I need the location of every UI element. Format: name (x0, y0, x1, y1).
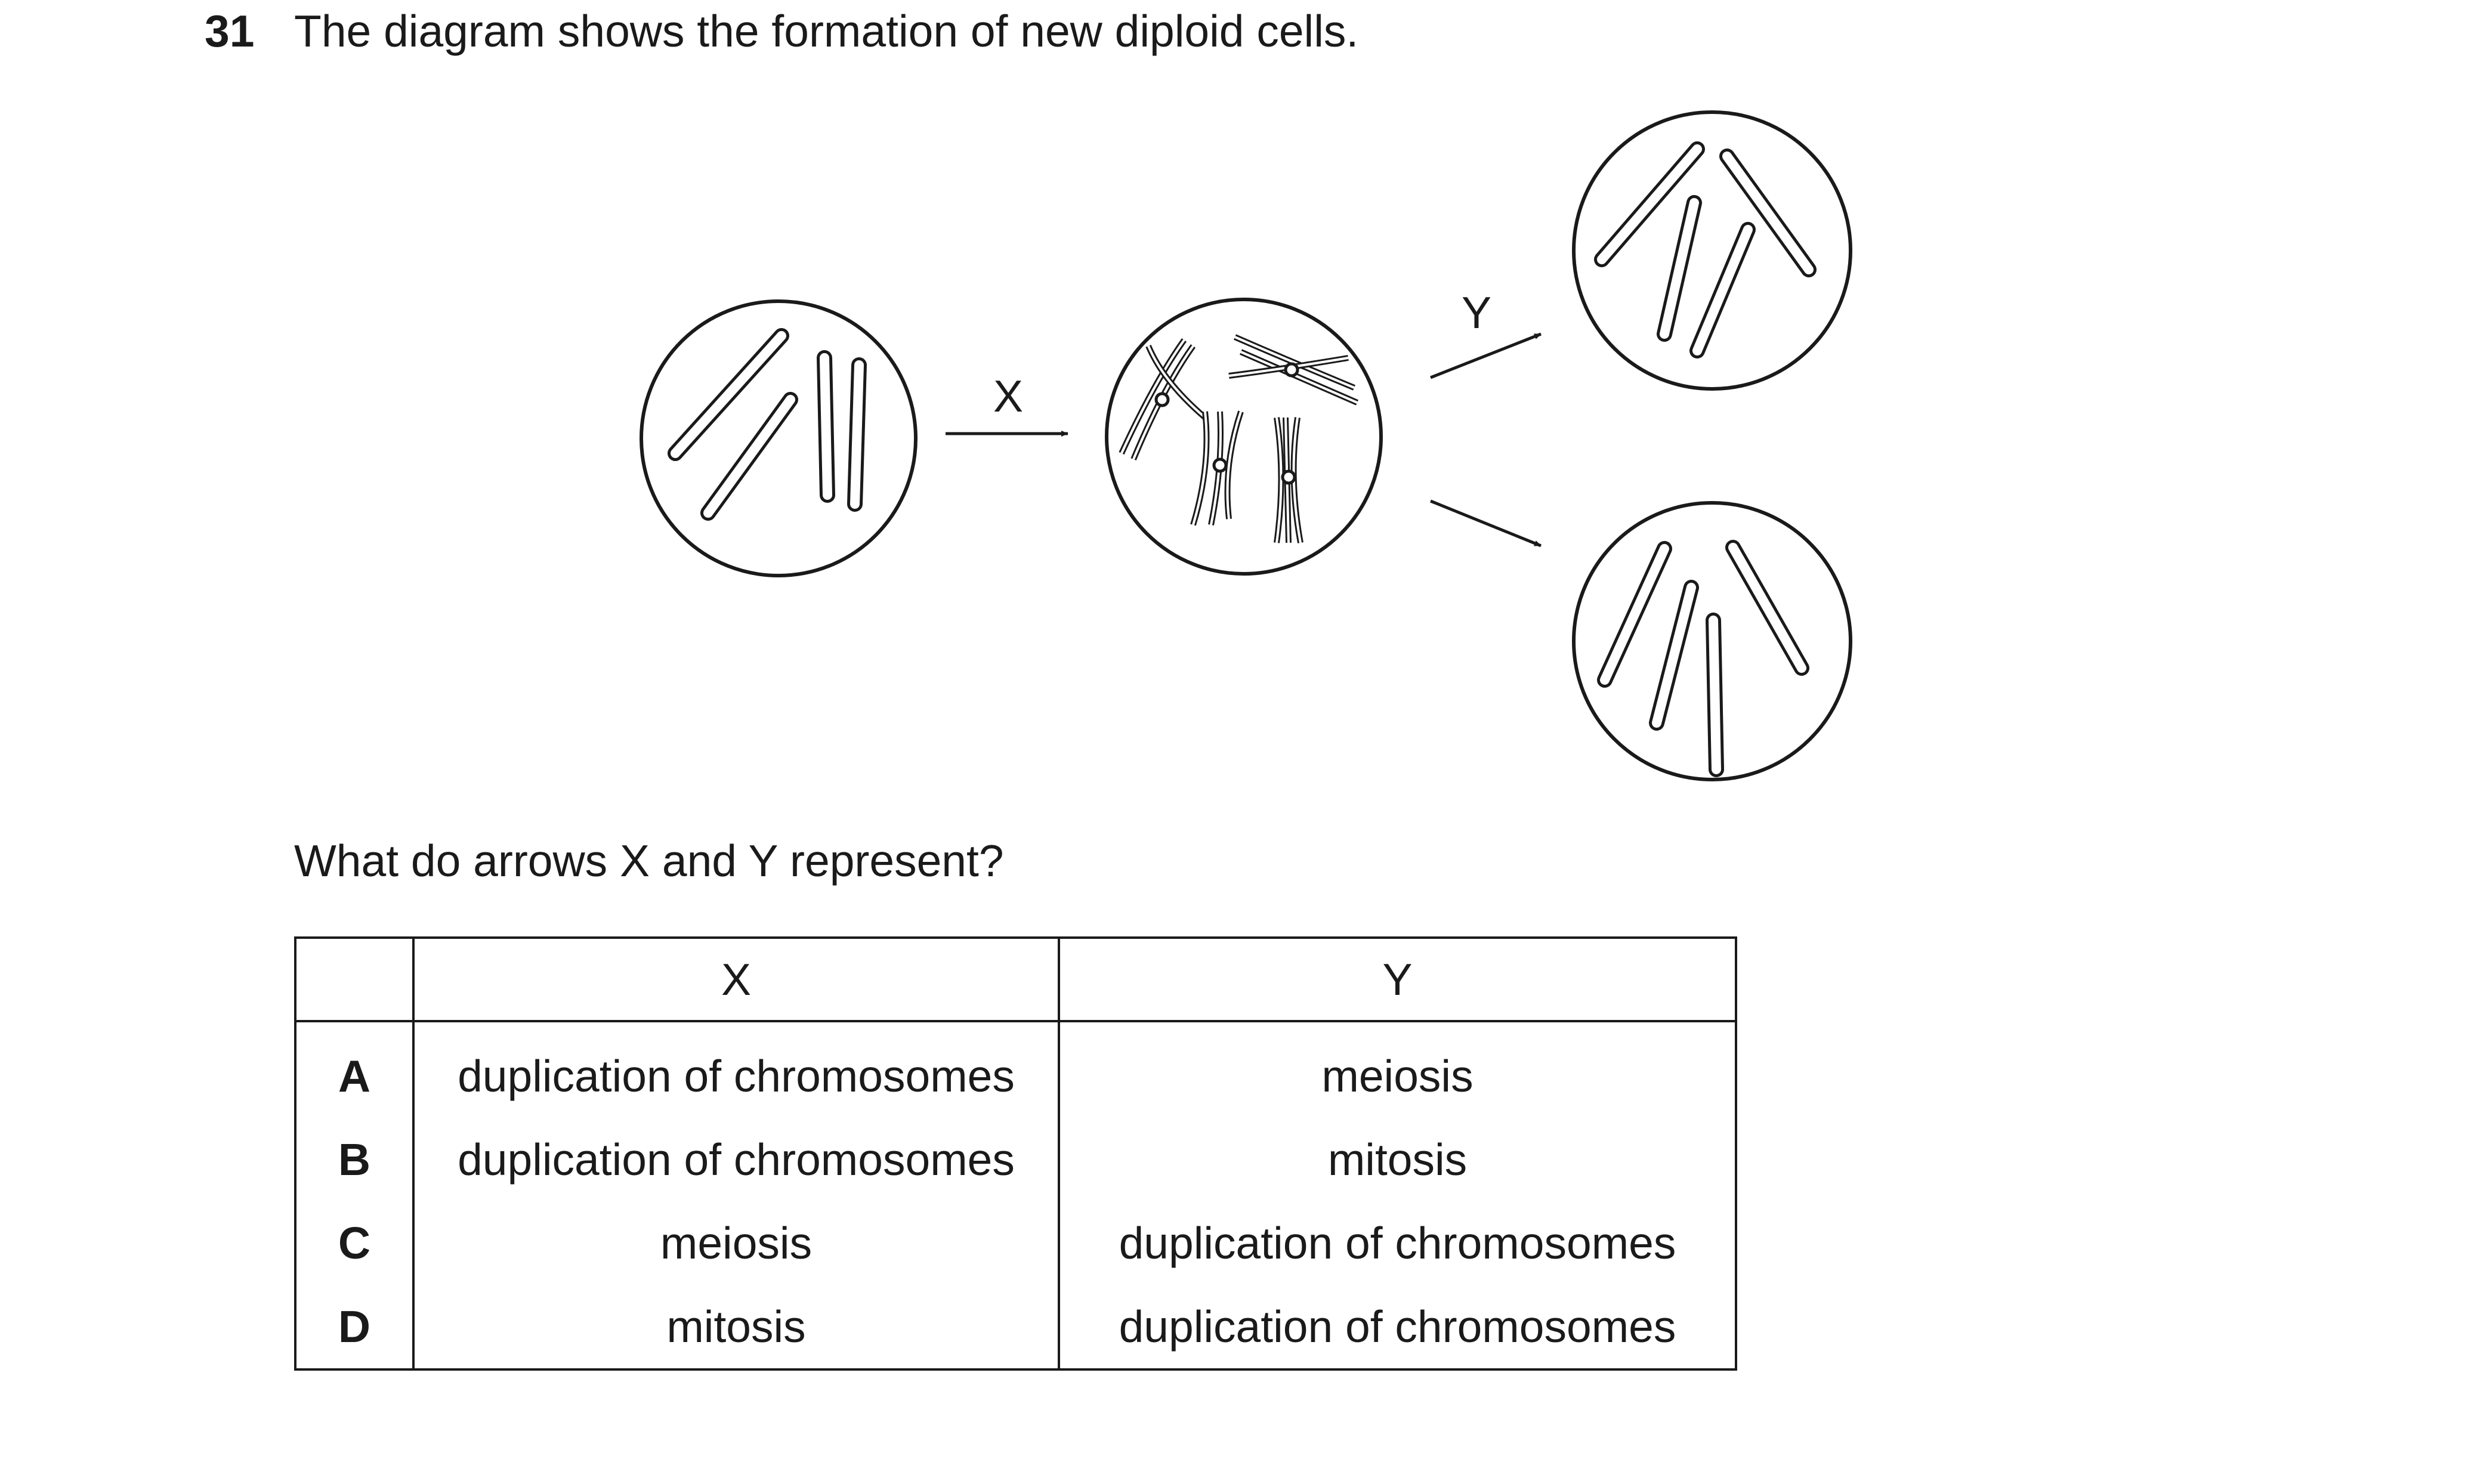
header-y: Y (1058, 936, 1737, 1022)
table-header-row: X Y (294, 936, 1737, 1022)
duplicated-chromosome-4 (1274, 417, 1303, 543)
question-text: The diagram shows the formation of new d… (294, 6, 1359, 56)
option-x-value: duplication of chromosomes (412, 1118, 1060, 1201)
option-y-value: duplication of chromosomes (1058, 1201, 1737, 1285)
option-letter[interactable]: D (294, 1285, 415, 1371)
duplicated-chromosome-3 (1190, 410, 1244, 526)
question-prompt: What do arrows X and Y represent? (294, 836, 1004, 886)
arrow-x: X (946, 371, 1068, 437)
header-option (294, 936, 415, 1022)
option-letter[interactable]: A (294, 1021, 415, 1118)
cell-division-diagram: X (640, 110, 1852, 781)
option-letter[interactable]: B (294, 1118, 415, 1201)
parent-chromosome-3 (817, 350, 835, 503)
option-letter[interactable]: C (294, 1201, 415, 1285)
parent-cell (640, 299, 918, 577)
answer-row-a[interactable]: A duplication of chromosomes meiosis (294, 1021, 1737, 1118)
option-x-value: mitosis (412, 1285, 1060, 1371)
answer-row-b[interactable]: B duplication of chromosomes mitosis (294, 1118, 1737, 1201)
duplicated-cell (1105, 298, 1383, 576)
daughter-cell-1 (1572, 110, 1852, 391)
arrow-y: Y (1430, 287, 1542, 548)
option-y-value: meiosis (1058, 1021, 1737, 1118)
option-y-value: mitosis (1058, 1118, 1737, 1201)
answer-table: X Y A duplication of chromosomes meiosis… (294, 936, 1737, 1371)
parent-chromosome-4 (847, 357, 867, 512)
option-y-value: duplication of chromosomes (1058, 1285, 1737, 1371)
arrow-x-label: X (993, 371, 1023, 421)
option-x-value: meiosis (412, 1201, 1060, 1285)
option-x-value: duplication of chromosomes (412, 1021, 1060, 1118)
answer-row-c[interactable]: C meiosis duplication of chromosomes (294, 1201, 1737, 1285)
parent-chromosome-1 (668, 328, 789, 461)
question-number: 31 (205, 6, 255, 56)
duplicated-chromosome-1 (1119, 338, 1207, 460)
duplicated-chromosome-2 (1228, 334, 1358, 406)
answer-row-d[interactable]: D mitosis duplication of chromosomes (294, 1285, 1737, 1371)
arrow-y-label: Y (1462, 287, 1491, 338)
header-x: X (412, 936, 1060, 1022)
parent-chromosome-2 (700, 392, 798, 521)
daughter-cell-2 (1572, 501, 1852, 781)
